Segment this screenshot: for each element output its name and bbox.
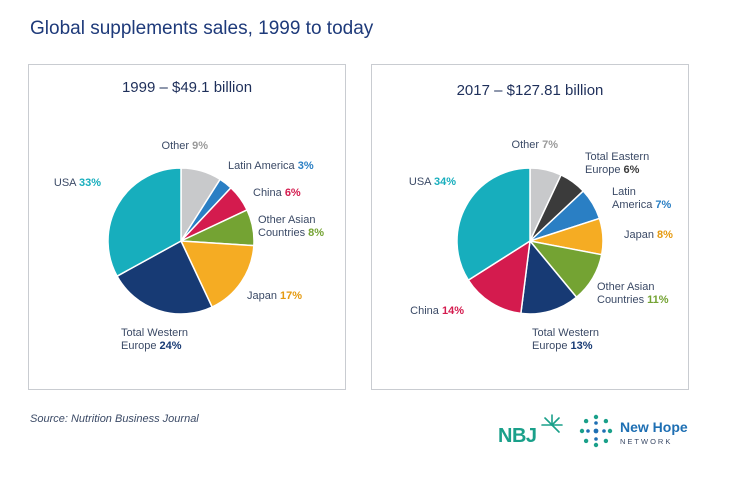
pie-slice-2017-usa [456,167,531,281]
new-hope-name: New Hope [620,419,688,435]
label-japan-1999: Japan 17% [247,290,303,302]
nbj-burst-icon [541,414,563,433]
chart-panel-2017: 2017 – $127.81 billion Other 7% Total Ea… [371,64,689,390]
label-other-1999: Other 9% [161,140,208,152]
pie-slice-1999-japan [180,240,255,308]
label-western-europe-2017: Total Western Europe 13% [532,327,600,352]
label-china-2017: China 14% [410,305,464,317]
label-other-asian-1999: Other Asian Countries 8% [258,214,325,239]
label-eastern-europe-2017: Total Eastern Europe 6% [585,151,650,176]
label-usa-2017: USA 34% [408,176,456,188]
label-usa-1999: USA 33% [53,177,101,189]
pie-chart-2017 [456,167,604,315]
label-japan-2017: Japan 8% [624,229,673,241]
label-china-1999: China 6% [253,187,301,199]
label-other-2017: Other 7% [511,139,558,151]
label-western-europe-1999: Total Western Europe 24% [121,327,189,352]
nbj-logo: NBJ [498,413,564,453]
pie-slice-2017-china [467,240,531,315]
pie-slice-1999-usa [107,167,182,277]
nbj-logo-text: NBJ [498,425,537,447]
pie-chart-1999 [107,167,255,315]
pie-slice-2017-total-western-europe [520,240,578,315]
new-hope-burst-icon [579,414,613,448]
source-note: Source: Nutrition Business Journal [30,413,199,425]
label-latin-america-1999: Latin America 3% [228,160,314,172]
new-hope-network-logo: New Hope NETWORK [578,413,708,453]
chart-title-1999: 1999 – $49.1 billion [121,79,253,96]
label-other-asian-2017: Other Asian Countries 11% [597,281,669,306]
chart-title-2017: 2017 – $127.81 billion [456,82,604,99]
page-title: Global supplements sales, 1999 to today [30,18,374,39]
pie-slice-1999-total-western-europe [116,240,213,315]
chart-panel-1999: 1999 – $49.1 billion Other 9% Latin Amer… [28,64,346,390]
new-hope-network-text: NETWORK [620,437,673,446]
label-latin-america-2017: Latin America 7% [612,186,672,211]
